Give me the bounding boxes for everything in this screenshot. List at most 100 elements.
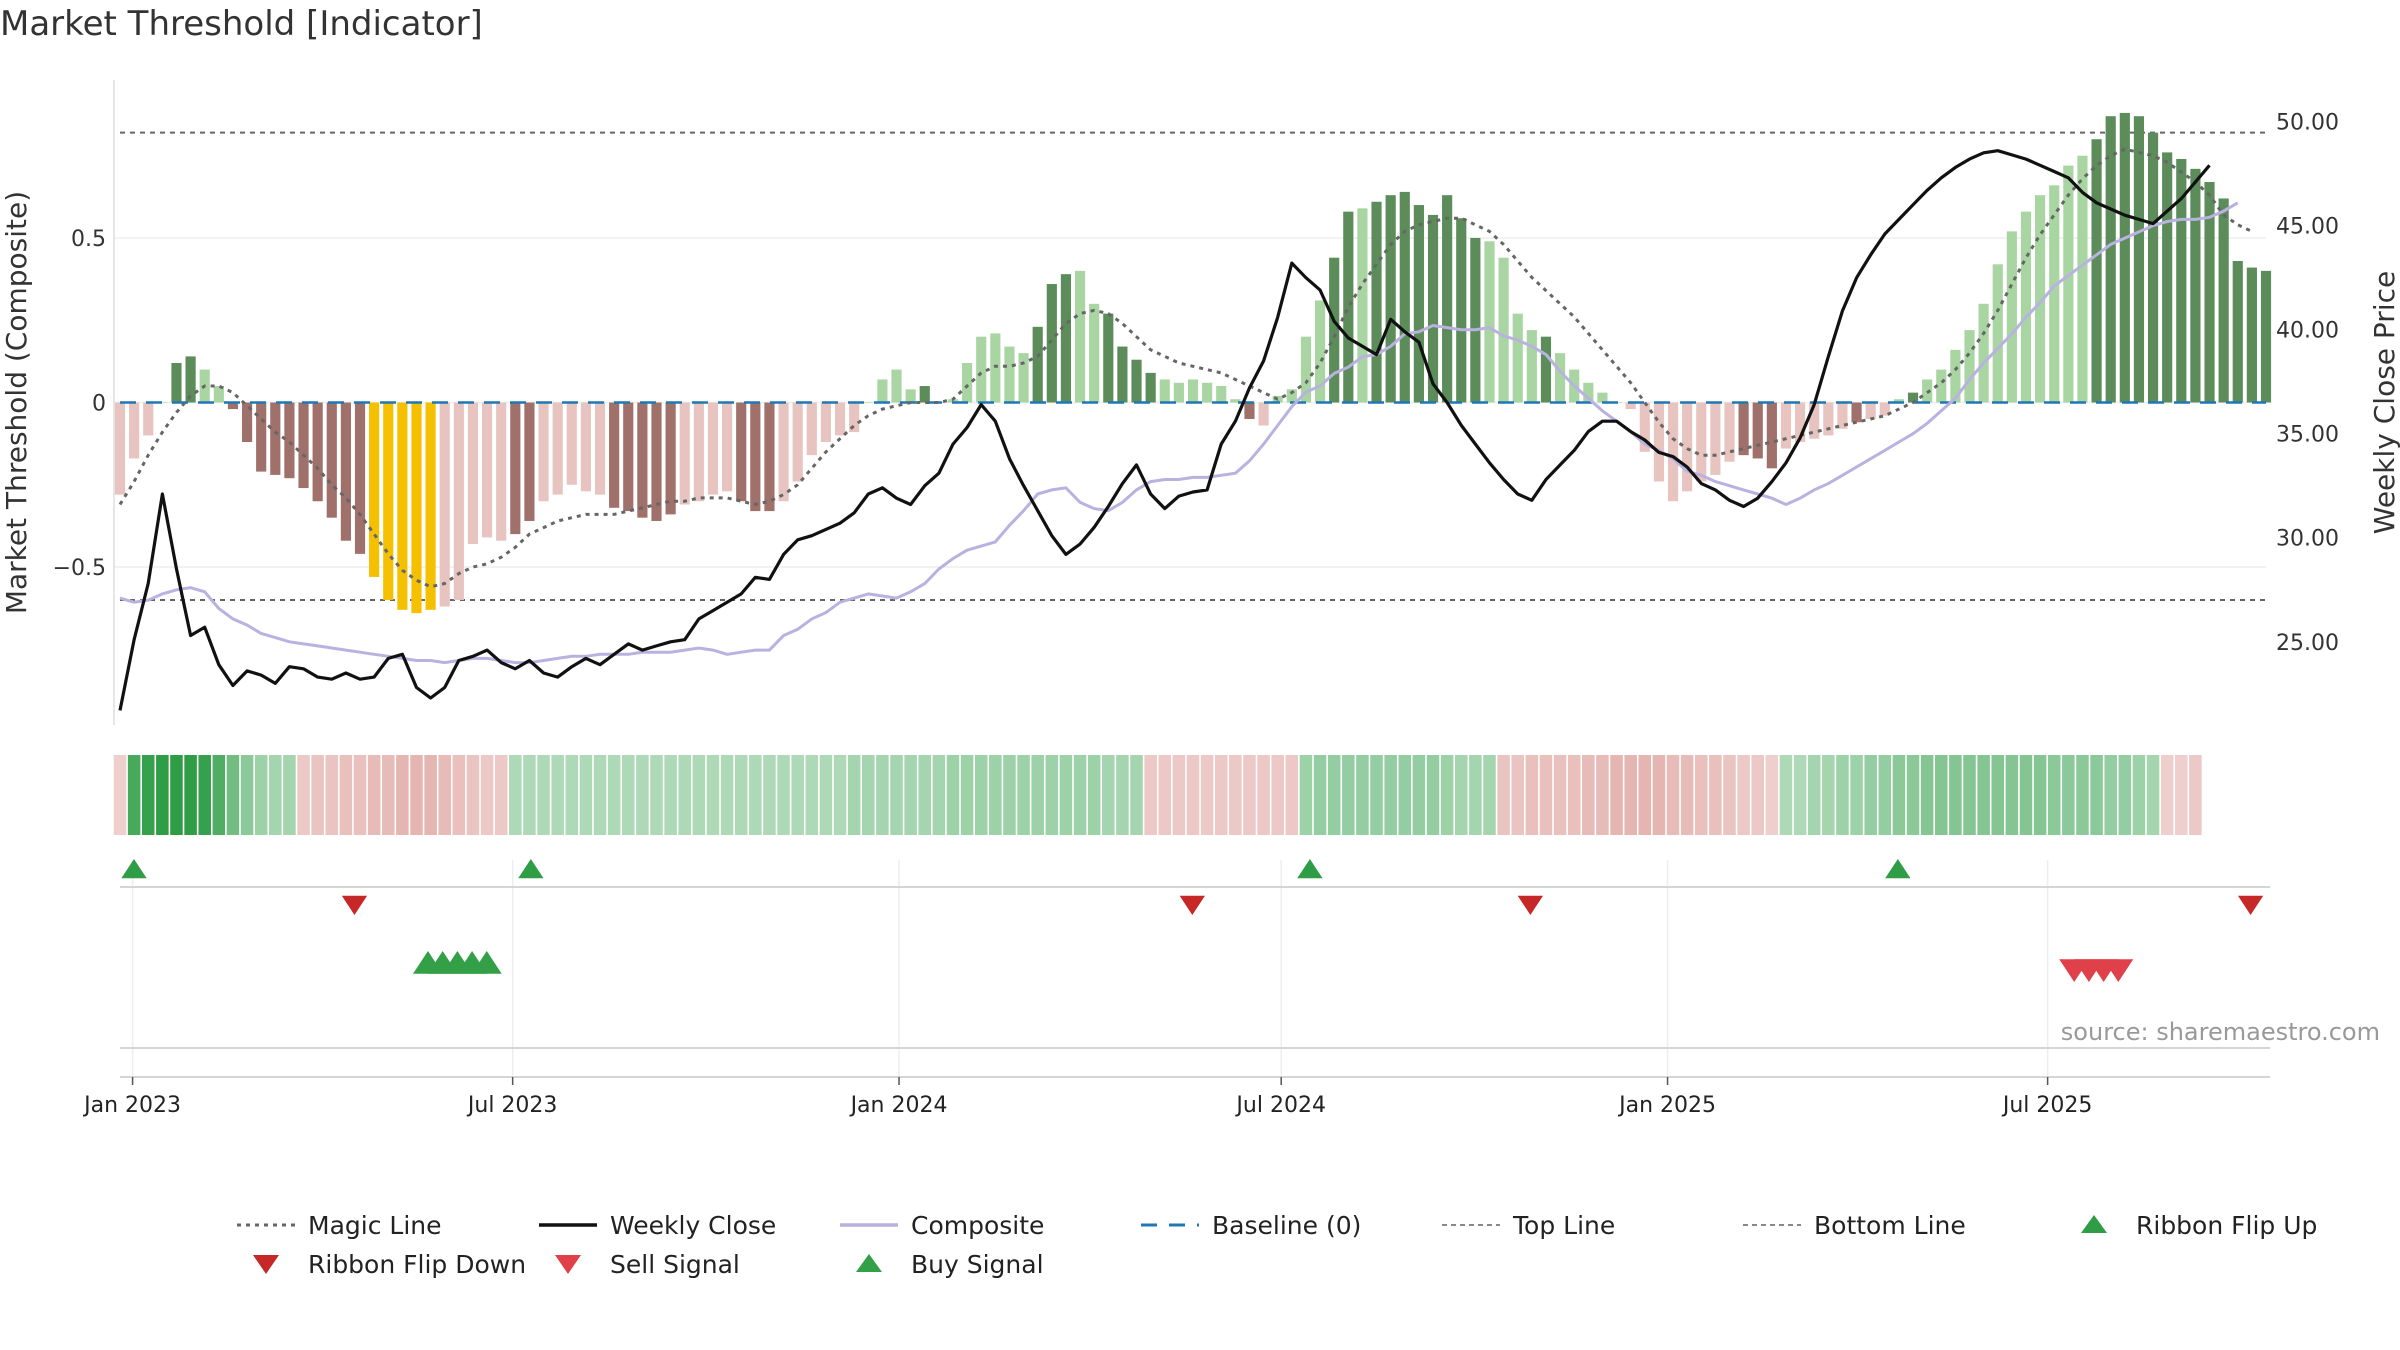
ribbon-cell [1723,755,1736,835]
ribbon-cell [1906,755,1920,835]
composite-bar [566,402,577,485]
composite-bar [2190,168,2201,403]
ribbon-cell [678,755,691,835]
composite-bar [820,402,832,442]
ribbon-cell [2118,755,2132,835]
composite-bar [397,402,408,610]
ribbon-cell [1130,755,1143,835]
ribbon-cell [198,755,211,835]
legend-item[interactable]: Ribbon Flip Up [2081,1211,2317,1240]
legend-item[interactable]: Baseline (0) [1141,1211,1361,1240]
composite-bar [2232,260,2243,403]
ribbon-cell [2132,755,2146,835]
ribbon-cell [2160,755,2174,835]
ribbon-cell [283,755,296,835]
composite-bar [1343,211,1354,403]
composite-bar [1780,402,1792,449]
composite-bar [1639,402,1650,452]
ribbon-cell [1102,755,1115,835]
composite-bar [637,402,648,518]
legend-item[interactable]: Weekly Close [539,1211,776,1240]
ribbon-cell [1412,755,1426,835]
composite-bar [1823,402,1834,436]
source-note: source: sharemaestro.com [2061,1018,2380,1046]
ribbon-cell [424,755,437,835]
ribbon-cell [212,755,226,835]
composite-bar [1667,402,1679,502]
composite-bar [722,402,733,492]
ribbon-flip-up-marker [518,859,544,879]
ribbon-cell [1003,755,1016,835]
legend-item[interactable]: Magic Line [237,1211,442,1240]
weekly-close-line [118,149,2211,711]
ribbon-cell [396,755,409,835]
legend-item[interactable]: Buy Signal [856,1250,1044,1279]
composite-bar [453,402,464,600]
ribbon-cell [1963,755,1976,835]
ribbon-cell [1483,755,1496,835]
composite-bar [1202,382,1213,403]
ribbon-cell [1158,755,1172,835]
ribbon-cell [890,755,903,835]
legend-item[interactable]: Top Line [1442,1211,1615,1240]
legend-item[interactable]: Sell Signal [555,1250,740,1279]
legend-item[interactable]: Ribbon Flip Down [253,1250,526,1279]
legend-item[interactable]: Composite [840,1211,1044,1240]
composite-bar [2246,267,2257,403]
composite-bar [1159,379,1170,403]
composite-bar [1625,402,1636,410]
ribbon-cell [1949,755,1962,835]
composite-bar [1498,257,1509,403]
legend-label: Bottom Line [1814,1211,1966,1240]
ribbon-cell [1807,755,1821,835]
y-right-tick-label: 30.00 [2276,527,2339,552]
composite-bar [976,336,987,403]
composite-bar [1004,346,1015,403]
ribbon-cell [254,755,268,835]
ribbon-cell [932,755,946,835]
composite-bar [2035,195,2046,403]
ribbon-cell [847,755,861,835]
composite-bar [1470,237,1481,403]
composite-bar [750,402,761,512]
composite-bar [1300,336,1312,403]
ribbon-cell [1751,755,1764,835]
ribbon-cell [1200,755,1214,835]
ribbon-cell [1370,755,1383,835]
composite-bar [2218,198,2229,403]
y-right-tick-label: 45.00 [2276,215,2339,240]
composite-bar [834,402,846,436]
ribbon-cell [1356,755,1369,835]
ribbon-cell [184,755,197,835]
legend-item[interactable]: Bottom Line [1743,1211,1966,1240]
ribbon-cell [1285,755,1299,835]
composite-bar [707,402,719,495]
composite-bar [354,402,366,554]
composite-bar [340,402,351,541]
ribbon-cell [989,755,1002,835]
composite-bar [270,402,281,475]
legend-label: Ribbon Flip Up [2136,1211,2317,1240]
composite-bar [1385,195,1396,403]
composite-bar [1865,402,1876,419]
composite-bar [651,402,662,521]
ribbon-cell [1454,755,1468,835]
x-tick-label: Jan 2025 [1617,1093,1716,1118]
ribbon-cell [1257,755,1270,835]
ribbon-cell [156,755,169,835]
composite-bar [2091,139,2102,403]
ribbon-cell [692,755,706,835]
composite-bar [1653,402,1664,482]
legend-label: Ribbon Flip Down [308,1250,526,1279]
ribbon-cell [1384,755,1397,835]
legend-label: Weekly Close [610,1211,776,1240]
ribbon-cell [593,755,607,835]
legend-swatch [856,1254,882,1272]
composite-bar [2260,270,2272,403]
x-tick-label: Jul 2023 [466,1093,558,1118]
ribbon-cell [1342,755,1355,835]
ribbon-cell [1822,755,1835,835]
x-tick-label: Jan 2024 [849,1093,948,1118]
composite-bar [665,402,676,515]
composite-bar [157,402,168,403]
